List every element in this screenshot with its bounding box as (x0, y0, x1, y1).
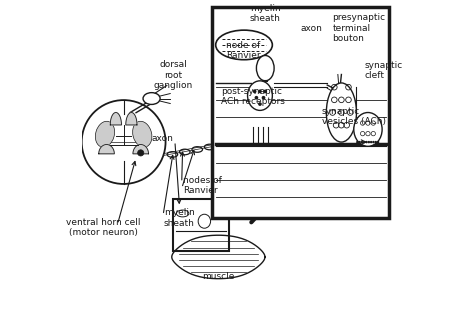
Text: dorsal
root
ganglion: dorsal root ganglion (154, 60, 193, 90)
Ellipse shape (180, 149, 190, 155)
Ellipse shape (247, 81, 273, 110)
Bar (173, 199, 229, 251)
Text: nodes of
Ranvier: nodes of Ranvier (182, 176, 221, 195)
Polygon shape (133, 144, 148, 154)
Circle shape (372, 141, 374, 143)
Ellipse shape (216, 30, 273, 60)
Circle shape (370, 141, 373, 143)
Ellipse shape (192, 147, 202, 152)
Ellipse shape (176, 210, 189, 217)
Text: axon: axon (152, 134, 173, 144)
Text: muscle: muscle (202, 272, 235, 281)
Circle shape (253, 90, 256, 93)
Ellipse shape (133, 121, 152, 147)
Circle shape (255, 96, 258, 100)
Text: myelin
sheath: myelin sheath (164, 208, 195, 228)
Polygon shape (110, 113, 121, 125)
Text: synaptic
cleft: synaptic cleft (365, 61, 402, 80)
Circle shape (356, 141, 358, 143)
Circle shape (368, 141, 370, 143)
Circle shape (262, 96, 265, 100)
Circle shape (363, 141, 365, 143)
Circle shape (358, 141, 361, 143)
Ellipse shape (95, 121, 115, 147)
Text: presynaptic
terminal
bouton: presynaptic terminal bouton (333, 13, 386, 43)
Circle shape (377, 141, 379, 143)
Text: post-synaptic
ACh receptors: post-synaptic ACh receptors (221, 87, 285, 106)
Polygon shape (126, 113, 137, 125)
Text: node of
Ranvier: node of Ranvier (226, 41, 261, 60)
Ellipse shape (198, 214, 210, 228)
Circle shape (361, 141, 363, 143)
Ellipse shape (256, 56, 274, 81)
Circle shape (258, 90, 262, 93)
Text: axon: axon (301, 23, 322, 32)
Ellipse shape (217, 142, 228, 147)
Polygon shape (172, 235, 265, 279)
Ellipse shape (167, 152, 178, 157)
Text: myelin
sheath: myelin sheath (250, 3, 281, 23)
Circle shape (258, 102, 262, 106)
Circle shape (137, 150, 144, 156)
Ellipse shape (143, 93, 160, 105)
Circle shape (365, 141, 368, 143)
Ellipse shape (354, 113, 382, 146)
Bar (212, 7, 389, 218)
Polygon shape (99, 144, 114, 154)
Text: synaptic
vesicles (ACh): synaptic vesicles (ACh) (322, 107, 386, 126)
Ellipse shape (326, 83, 356, 142)
Circle shape (374, 141, 377, 143)
Ellipse shape (204, 144, 215, 150)
Circle shape (264, 90, 267, 93)
Text: ventral horn cell
(motor neuron): ventral horn cell (motor neuron) (66, 218, 141, 237)
